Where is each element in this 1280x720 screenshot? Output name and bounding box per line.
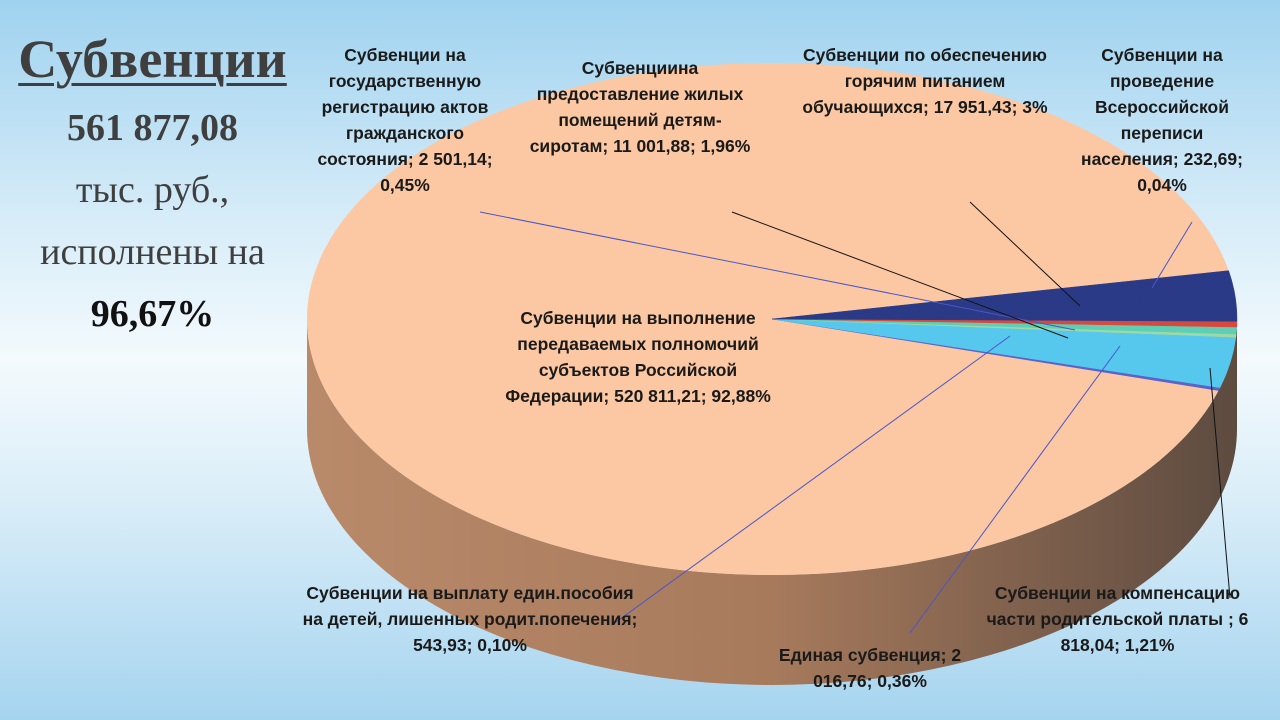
label-census: Субвенции на проведение Всероссийской пе… (1081, 45, 1243, 195)
leader-line-5 (909, 345, 1121, 634)
total-amount: 561 877,08 (67, 107, 238, 149)
executed-text: исполнены на (40, 231, 265, 273)
label-main-slice: Субвенции на выполнение передаваемых пол… (505, 308, 771, 406)
label-single: Единая субвенция; 2 016,76; 0,36% (778, 645, 962, 691)
leader-line-6 (1209, 367, 1231, 599)
leader-line-2 (969, 201, 1081, 307)
label-allowance: Субвенции на выплату един.пособия на дет… (302, 583, 638, 655)
leader-line-3 (1151, 221, 1193, 289)
label-registration: Субвенции на государственную регистрацию… (317, 45, 493, 195)
pie-slice-0 (306, 63, 1229, 576)
leader-line-4 (611, 335, 1011, 626)
leader-line-1 (731, 211, 1069, 339)
page-title: Субвенции (18, 29, 287, 89)
summary-panel: Субвенции 561 877,08 тыс. руб., исполнен… (0, 28, 305, 338)
pie-slice-7 (771, 270, 1235, 320)
leader-line-0 (479, 211, 1076, 331)
executed-percent: 96,67% (90, 293, 215, 335)
label-housing: Субвенциина предоставление жилых помещен… (529, 58, 751, 156)
label-compensation: Субвенции на компенсацию части родительс… (986, 583, 1249, 655)
label-hot-meals: Субвенции по обеспечению горячим питание… (802, 45, 1048, 117)
pie-side-wall (307, 319, 1237, 685)
amount-unit: тыс. руб., (75, 169, 230, 211)
